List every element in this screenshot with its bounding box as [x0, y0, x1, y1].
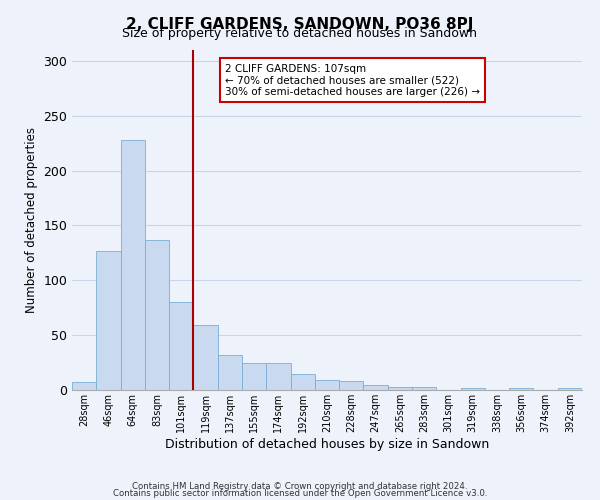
Bar	[339, 381, 364, 390]
Bar	[388, 386, 412, 390]
Text: Contains public sector information licensed under the Open Government Licence v3: Contains public sector information licen…	[113, 490, 487, 498]
Text: Size of property relative to detached houses in Sandown: Size of property relative to detached ho…	[122, 28, 478, 40]
Bar	[145, 240, 169, 390]
Bar	[412, 386, 436, 390]
Bar	[315, 380, 339, 390]
Text: 2 CLIFF GARDENS: 107sqm
← 70% of detached houses are smaller (522)
30% of semi-d: 2 CLIFF GARDENS: 107sqm ← 70% of detache…	[225, 64, 480, 97]
Bar	[169, 302, 193, 390]
Bar	[509, 388, 533, 390]
Bar	[364, 384, 388, 390]
Y-axis label: Number of detached properties: Number of detached properties	[25, 127, 38, 313]
Bar	[72, 382, 96, 390]
Bar	[242, 362, 266, 390]
X-axis label: Distribution of detached houses by size in Sandown: Distribution of detached houses by size …	[165, 438, 489, 450]
Bar	[266, 362, 290, 390]
Bar	[290, 374, 315, 390]
Text: 2, CLIFF GARDENS, SANDOWN, PO36 8PJ: 2, CLIFF GARDENS, SANDOWN, PO36 8PJ	[127, 18, 473, 32]
Bar	[461, 388, 485, 390]
Bar	[558, 388, 582, 390]
Bar	[121, 140, 145, 390]
Bar	[96, 250, 121, 390]
Bar	[193, 326, 218, 390]
Text: Contains HM Land Registry data © Crown copyright and database right 2024.: Contains HM Land Registry data © Crown c…	[132, 482, 468, 491]
Bar	[218, 355, 242, 390]
